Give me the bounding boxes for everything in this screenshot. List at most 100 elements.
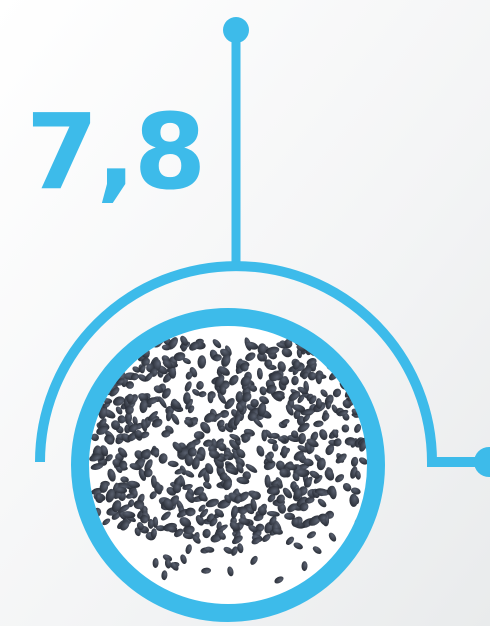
pellet <box>341 424 350 433</box>
pellet <box>301 561 308 572</box>
pellet <box>191 457 200 470</box>
pellet <box>184 381 192 392</box>
pellet <box>90 463 104 470</box>
pellet <box>115 406 123 415</box>
pellet <box>185 398 193 410</box>
pellet <box>291 430 299 439</box>
pellet <box>301 371 309 380</box>
pellet <box>104 434 113 444</box>
pellet <box>269 516 277 526</box>
pellet <box>236 448 246 459</box>
pellet <box>95 493 101 502</box>
arc-end-dot <box>474 447 490 477</box>
pellet <box>208 450 220 459</box>
pellet <box>247 411 257 422</box>
pellet <box>212 354 222 362</box>
pellet <box>358 457 368 465</box>
pellet <box>325 401 332 410</box>
pellet <box>297 445 308 453</box>
pellet <box>216 419 225 428</box>
pellet <box>115 486 128 494</box>
pellet <box>182 357 191 365</box>
pellet <box>147 518 154 529</box>
pellet <box>280 445 288 459</box>
pellet <box>245 463 258 473</box>
pellet <box>232 535 243 545</box>
pellet <box>163 498 174 511</box>
pellet <box>230 505 238 519</box>
pellet <box>124 411 133 425</box>
pellet <box>219 472 228 481</box>
pellet <box>205 498 219 508</box>
pellet <box>161 570 168 581</box>
pellet <box>139 399 148 414</box>
pellet <box>328 532 337 542</box>
pellet <box>319 429 328 441</box>
pellet <box>99 481 109 493</box>
pellet <box>303 458 314 467</box>
pellet <box>120 476 129 483</box>
pellet <box>225 467 238 475</box>
pellet <box>332 429 339 438</box>
pellet <box>293 542 303 550</box>
pellet <box>201 567 212 574</box>
pellet <box>209 517 218 527</box>
pellet <box>306 438 319 448</box>
pellet <box>257 505 267 516</box>
pellet <box>122 511 136 519</box>
pellet <box>134 430 143 438</box>
pellet <box>184 453 194 467</box>
pellet <box>89 453 102 462</box>
pellet <box>117 504 131 513</box>
pellet <box>359 439 368 452</box>
pellet <box>138 393 149 401</box>
pellet <box>152 516 159 528</box>
pellet <box>350 487 361 495</box>
pellet <box>172 441 183 453</box>
pellet <box>113 396 125 406</box>
pellet <box>203 439 213 447</box>
pellet <box>132 416 138 426</box>
pellet <box>164 558 172 569</box>
pellet <box>193 431 205 440</box>
pellet <box>267 494 276 503</box>
pellet <box>118 460 128 469</box>
pellet <box>257 343 267 355</box>
pellet <box>259 386 267 396</box>
pellet <box>180 554 187 565</box>
pellets-photo <box>89 334 368 584</box>
pellet <box>257 402 267 417</box>
pellet <box>293 488 302 500</box>
pellet <box>325 444 335 456</box>
pellet <box>152 558 159 568</box>
pellet <box>297 394 305 404</box>
pellet <box>98 406 108 419</box>
pellet <box>141 418 148 432</box>
pellet <box>105 488 115 503</box>
pellet <box>261 429 268 442</box>
pellet <box>306 358 317 366</box>
pellet <box>320 389 328 398</box>
pellet <box>227 566 234 577</box>
pellet <box>308 515 321 526</box>
pellet <box>147 411 158 421</box>
pellet <box>105 454 113 462</box>
pellet <box>140 515 149 524</box>
pellet <box>96 425 108 435</box>
pellet <box>174 468 185 475</box>
pellet <box>198 504 206 512</box>
pellet <box>237 543 244 554</box>
pellet <box>304 477 312 488</box>
pellet <box>165 409 173 422</box>
pellet <box>238 517 251 525</box>
pellet <box>285 404 294 416</box>
pellet <box>275 460 286 471</box>
pellet <box>128 424 138 433</box>
pellet <box>185 492 195 503</box>
pellet <box>184 470 195 478</box>
pellet <box>182 531 195 540</box>
pellet <box>295 468 310 478</box>
pellet <box>245 341 259 350</box>
pellet <box>193 486 205 496</box>
